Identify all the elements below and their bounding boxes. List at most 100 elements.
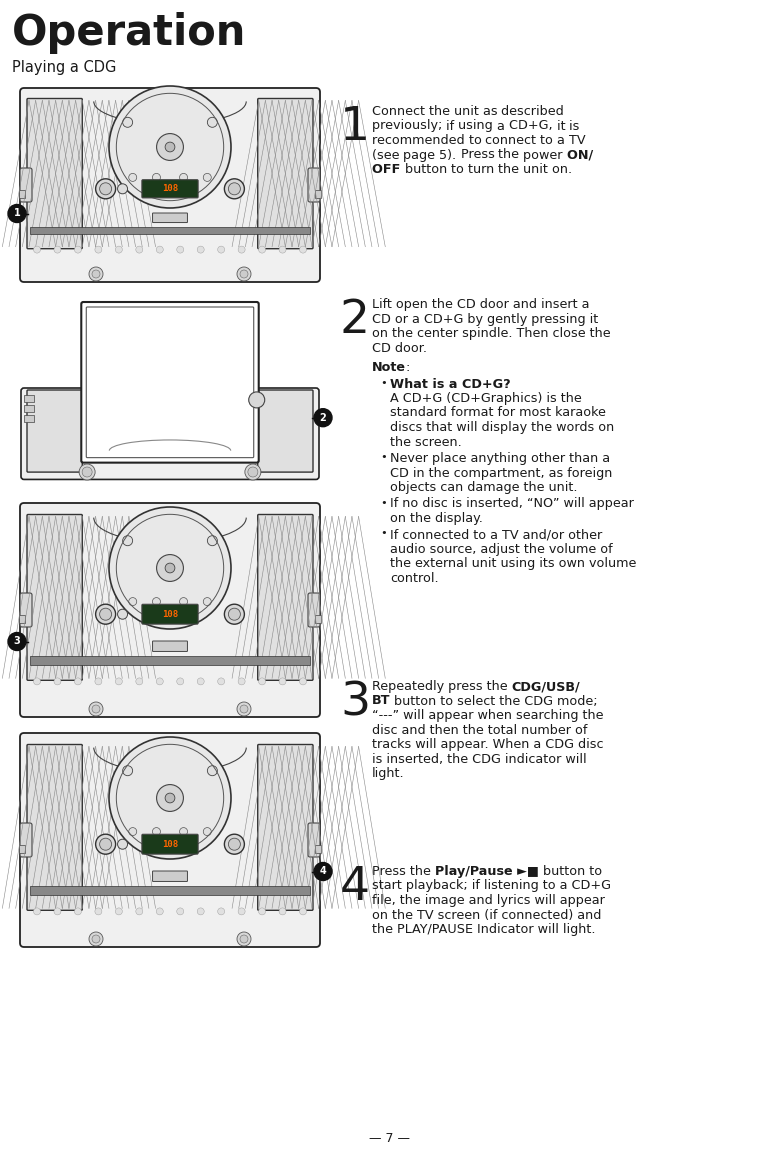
Circle shape <box>237 933 251 946</box>
Text: is: is <box>569 119 583 133</box>
Circle shape <box>129 174 137 182</box>
Circle shape <box>136 246 143 253</box>
Text: 1: 1 <box>340 105 370 150</box>
Circle shape <box>100 838 111 850</box>
Text: A CD+G (CD+Graphics) is the: A CD+G (CD+Graphics) is the <box>390 392 582 405</box>
Circle shape <box>92 935 100 943</box>
Circle shape <box>8 633 26 650</box>
Circle shape <box>238 678 245 685</box>
FancyBboxPatch shape <box>27 390 83 472</box>
Text: 3: 3 <box>340 680 370 725</box>
Circle shape <box>33 908 41 915</box>
Text: 4: 4 <box>340 865 370 911</box>
Text: discs that will display the words on: discs that will display the words on <box>390 421 615 434</box>
FancyBboxPatch shape <box>258 390 313 472</box>
Text: Press the: Press the <box>372 865 435 878</box>
FancyBboxPatch shape <box>142 179 198 198</box>
Circle shape <box>89 267 103 281</box>
FancyBboxPatch shape <box>153 641 188 651</box>
FancyBboxPatch shape <box>20 168 32 202</box>
Circle shape <box>240 270 248 278</box>
Circle shape <box>248 467 258 477</box>
Circle shape <box>153 598 160 605</box>
Circle shape <box>89 933 103 946</box>
Bar <box>315 190 321 198</box>
Text: •: • <box>380 498 386 508</box>
Circle shape <box>75 246 82 253</box>
Text: the screen.: the screen. <box>390 435 462 449</box>
Circle shape <box>157 678 164 685</box>
Circle shape <box>299 678 306 685</box>
Bar <box>30 656 310 664</box>
Circle shape <box>177 908 184 915</box>
Text: •: • <box>380 377 386 388</box>
Circle shape <box>109 86 231 208</box>
FancyBboxPatch shape <box>21 388 319 479</box>
Text: disc and then the total number of: disc and then the total number of <box>372 723 587 737</box>
Text: power: power <box>523 148 567 162</box>
Circle shape <box>115 908 122 915</box>
Text: the external unit using its own volume: the external unit using its own volume <box>390 558 636 570</box>
Text: Repeatedly press the: Repeatedly press the <box>372 680 512 693</box>
Circle shape <box>75 678 82 685</box>
Text: Play/Pause ►■: Play/Pause ►■ <box>435 865 539 878</box>
Circle shape <box>136 678 143 685</box>
Text: previously;: previously; <box>372 119 446 133</box>
Text: described: described <box>502 105 568 118</box>
Circle shape <box>82 467 92 477</box>
Text: CD door.: CD door. <box>372 341 427 354</box>
Circle shape <box>279 246 286 253</box>
Circle shape <box>96 834 115 854</box>
Circle shape <box>92 705 100 713</box>
Text: to: to <box>541 134 558 147</box>
Text: 3: 3 <box>13 636 20 647</box>
Text: using: using <box>459 119 497 133</box>
Circle shape <box>122 536 132 546</box>
Bar <box>315 845 321 853</box>
Text: audio source, adjust the volume of: audio source, adjust the volume of <box>390 543 612 557</box>
Text: button: button <box>405 163 451 176</box>
Bar <box>19 845 25 853</box>
Text: connect: connect <box>485 134 541 147</box>
Text: to: to <box>451 163 468 176</box>
Text: CD or a CD+G by gently pressing it: CD or a CD+G by gently pressing it <box>372 312 598 325</box>
Circle shape <box>197 908 204 915</box>
Text: Lift open the CD door and insert a: Lift open the CD door and insert a <box>372 299 590 311</box>
Circle shape <box>153 174 160 182</box>
Text: CDG/USB/: CDG/USB/ <box>512 680 580 693</box>
Bar <box>24 405 34 412</box>
Text: to: to <box>469 134 485 147</box>
Circle shape <box>89 702 103 716</box>
Circle shape <box>207 117 217 127</box>
Text: the PLAY/PAUSE Indicator will light.: the PLAY/PAUSE Indicator will light. <box>372 923 595 936</box>
Text: Connect: Connect <box>372 105 429 118</box>
Circle shape <box>115 678 122 685</box>
Circle shape <box>96 179 115 199</box>
Text: on the center spindle. Then close the: on the center spindle. Then close the <box>372 327 611 340</box>
Circle shape <box>197 678 204 685</box>
Text: 5).: 5). <box>439 148 460 162</box>
Bar <box>19 190 25 198</box>
Circle shape <box>122 117 132 127</box>
Circle shape <box>179 827 188 835</box>
FancyBboxPatch shape <box>20 503 320 717</box>
Circle shape <box>177 246 184 253</box>
Text: the: the <box>429 105 454 118</box>
Circle shape <box>136 908 143 915</box>
Bar <box>24 395 34 401</box>
Bar <box>30 227 310 235</box>
Circle shape <box>92 270 100 278</box>
Bar <box>30 886 310 894</box>
Circle shape <box>203 827 211 835</box>
Text: — 7 —: — 7 — <box>369 1132 410 1145</box>
Circle shape <box>54 908 61 915</box>
FancyBboxPatch shape <box>153 871 188 882</box>
Circle shape <box>96 604 115 624</box>
Circle shape <box>259 908 266 915</box>
Text: file, the image and lyrics will appear: file, the image and lyrics will appear <box>372 894 605 907</box>
Circle shape <box>8 205 26 222</box>
Circle shape <box>238 908 245 915</box>
Circle shape <box>224 179 245 199</box>
Circle shape <box>118 839 128 849</box>
Text: recommended: recommended <box>372 134 469 147</box>
